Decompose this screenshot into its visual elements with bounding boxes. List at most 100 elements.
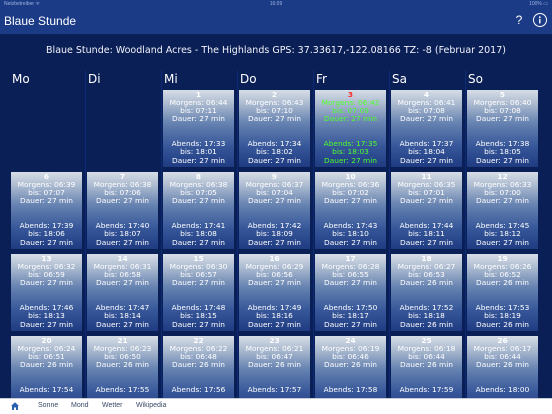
day-dur1-text: Dauer: 27 min (96, 196, 149, 206)
cell-spacer (11, 205, 82, 222)
day-cell[interactable]: 2 Morgens: 06:43 bis: 07:10 Dauer: 27 min Ab… (239, 90, 310, 167)
cell-spacer (239, 123, 310, 140)
day-evening-text: Abends: 17:57 (247, 385, 302, 395)
day-cell[interactable]: 6 Morgens: 06:39 bis: 07:07 Dauer: 27 min Ab… (11, 172, 82, 249)
status-bar: Netzbetreiber ᯤ 16:09 100% ▭ (0, 0, 552, 8)
day-until2-text: bis: 18:08 (180, 229, 217, 239)
day-cell[interactable]: 7 Morgens: 06:38 bis: 07:06 Dauer: 27 min Ab… (87, 172, 158, 249)
help-button[interactable]: ? (515, 13, 523, 27)
day-number: 24 (345, 336, 356, 345)
day-cell[interactable]: 4 Morgens: 06:41 bis: 07:08 Dauer: 27 min Ab… (391, 90, 462, 167)
day-evening-text: Abends: 17:47 (95, 303, 150, 313)
day-dur2-text: Dauer: 27 min (476, 237, 529, 247)
cell-spacer (87, 205, 158, 222)
day-cell[interactable]: 8 Morgens: 06:38 bis: 07:05 Dauer: 27 min Ab… (163, 172, 234, 249)
day-morning-text: Morgens: 06:38 (169, 180, 228, 190)
day-cell[interactable]: 9 Morgens: 06:37 bis: 07:04 Dauer: 27 min Ab… (239, 172, 310, 249)
tab-bar: Sonne Mond Wetter Wikipedia (0, 398, 552, 414)
day-dur1-text: Dauer: 26 min (400, 360, 453, 370)
day-morning-text: Morgens: 06:32 (17, 262, 76, 272)
day-cell[interactable]: 17 Morgens: 06:28 bis: 06:55 Dauer: 27 min A… (315, 254, 386, 331)
day-until2-text: bis: 18:11 (408, 229, 445, 239)
weekday-label: Mo (12, 72, 30, 86)
day-dur1-text: Dauer: 26 min (400, 278, 453, 288)
day-until1-text: bis: 07:00 (484, 188, 521, 198)
tab-sonne[interactable]: Sonne (38, 402, 59, 409)
day-cell[interactable]: 5 Morgens: 06:40 bis: 07:08 Dauer: 27 min Ab… (467, 90, 538, 167)
day-morning-text: Morgens: 06:43 (245, 98, 304, 108)
day-until2-text: bis: 18:04 (408, 147, 445, 157)
day-morning-text: Morgens: 06:33 (473, 180, 532, 190)
day-until1-text: bis: 06:44 (484, 352, 521, 362)
day-dur1-text: Dauer: 27 min (400, 196, 453, 206)
day-morning-text: Morgens: 06:19 (321, 344, 380, 354)
day-until1-text: bis: 06:51 (28, 352, 65, 362)
day-cell[interactable]: 14 Morgens: 06:31 bis: 06:58 Dauer: 27 min A… (87, 254, 158, 331)
day-until2-text: bis: 18:19 (484, 311, 521, 321)
day-evening-text: Abends: 17:35 (323, 139, 378, 149)
day-dur1-text: Dauer: 27 min (400, 114, 453, 124)
day-evening-text: Abends: 17:39 (19, 221, 74, 231)
day-morning-text: Morgens: 06:23 (93, 344, 152, 354)
day-number: 17 (345, 254, 356, 263)
day-cell[interactable]: 16 Morgens: 06:29 bis: 06:56 Dauer: 27 min A… (239, 254, 310, 331)
day-until2-text: bis: 18:10 (332, 229, 369, 239)
cell-spacer (163, 123, 234, 140)
weekday-label: Fr (316, 72, 327, 86)
day-morning-text: Morgens: 06:29 (245, 262, 304, 272)
day-cell[interactable]: 10 Morgens: 06:36 bis: 07:02 Dauer: 27 min A… (315, 172, 386, 249)
column-divider (389, 70, 390, 400)
day-cell[interactable]: 11 Morgens: 06:35 bis: 07:01 Dauer: 27 min A… (391, 172, 462, 249)
day-cell[interactable]: 13 Morgens: 06:32 bis: 06:59 Dauer: 27 min A… (11, 254, 82, 331)
cell-spacer (239, 369, 310, 386)
day-dur2-text: Dauer: 27 min (248, 155, 301, 165)
day-evening-text: Abends: 17:42 (247, 221, 302, 231)
day-until1-text: bis: 06:44 (408, 352, 445, 362)
day-until2-text: bis: 18:03 (332, 147, 369, 157)
day-evening-text: Abends: 17:50 (323, 303, 378, 313)
day-dur1-text: Dauer: 27 min (20, 196, 73, 206)
day-cell[interactable]: 18 Morgens: 06:27 bis: 06:53 Dauer: 26 min A… (391, 254, 462, 331)
home-icon[interactable] (10, 401, 20, 411)
day-dur1-text: Dauer: 26 min (476, 360, 529, 370)
day-until2-text: bis: 18:15 (180, 311, 217, 321)
day-evening-text: Abends: 17:58 (323, 385, 378, 395)
day-dur1-text: Dauer: 27 min (476, 196, 529, 206)
day-dur1-text: Dauer: 27 min (20, 278, 73, 288)
day-until2-text: bis: 18:06 (28, 229, 65, 239)
day-evening-text: Abends: 17:46 (19, 303, 74, 313)
cell-spacer (315, 205, 386, 222)
cell-spacer (239, 287, 310, 304)
day-dur2-text: Dauer: 27 min (96, 237, 149, 247)
day-cell[interactable]: 12 Morgens: 06:33 bis: 07:00 Dauer: 27 min A… (467, 172, 538, 249)
day-cell[interactable]: 3 Morgens: 06:42 bis: 07:09 Dauer: 27 min Ab… (315, 90, 386, 167)
tab-wetter[interactable]: Wetter (102, 402, 123, 409)
day-until1-text: bis: 06:57 (180, 270, 217, 280)
tab-mond[interactable]: Mond (71, 402, 89, 409)
day-cell[interactable]: 1 Morgens: 06:44 bis: 07:11 Dauer: 27 min Ab… (163, 90, 234, 167)
cell-spacer (11, 287, 82, 304)
day-number: 12 (497, 172, 508, 181)
day-dur2-text: Dauer: 27 min (172, 319, 225, 329)
day-until1-text: bis: 07:08 (484, 106, 521, 116)
day-number: 8 (195, 172, 202, 181)
day-until2-text: bis: 18:14 (104, 311, 141, 321)
day-until1-text: bis: 06:59 (28, 270, 65, 280)
day-until1-text: bis: 07:09 (332, 106, 369, 116)
day-cell[interactable]: 15 Morgens: 06:30 bis: 06:57 Dauer: 27 min A… (163, 254, 234, 331)
day-cell[interactable]: 19 Morgens: 06:26 bis: 06:52 Dauer: 26 min A… (467, 254, 538, 331)
day-dur1-text: Dauer: 27 min (172, 196, 225, 206)
day-dur1-text: Dauer: 27 min (248, 114, 301, 124)
day-until2-text: bis: 18:18 (408, 311, 445, 321)
info-icon[interactable] (533, 13, 547, 27)
day-evening-text: Abends: 17:38 (475, 139, 530, 149)
cell-spacer (87, 369, 158, 386)
tab-wikipedia[interactable]: Wikipedia (136, 402, 167, 409)
day-dur2-text: Dauer: 27 min (20, 319, 73, 329)
day-number: 22 (193, 336, 204, 345)
day-number: 20 (41, 336, 52, 345)
nav-bar: Blaue Stunde ? (0, 8, 552, 34)
day-until2-text: bis: 18:16 (256, 311, 293, 321)
day-number: 23 (269, 336, 280, 345)
day-dur1-text: Dauer: 27 min (476, 114, 529, 124)
